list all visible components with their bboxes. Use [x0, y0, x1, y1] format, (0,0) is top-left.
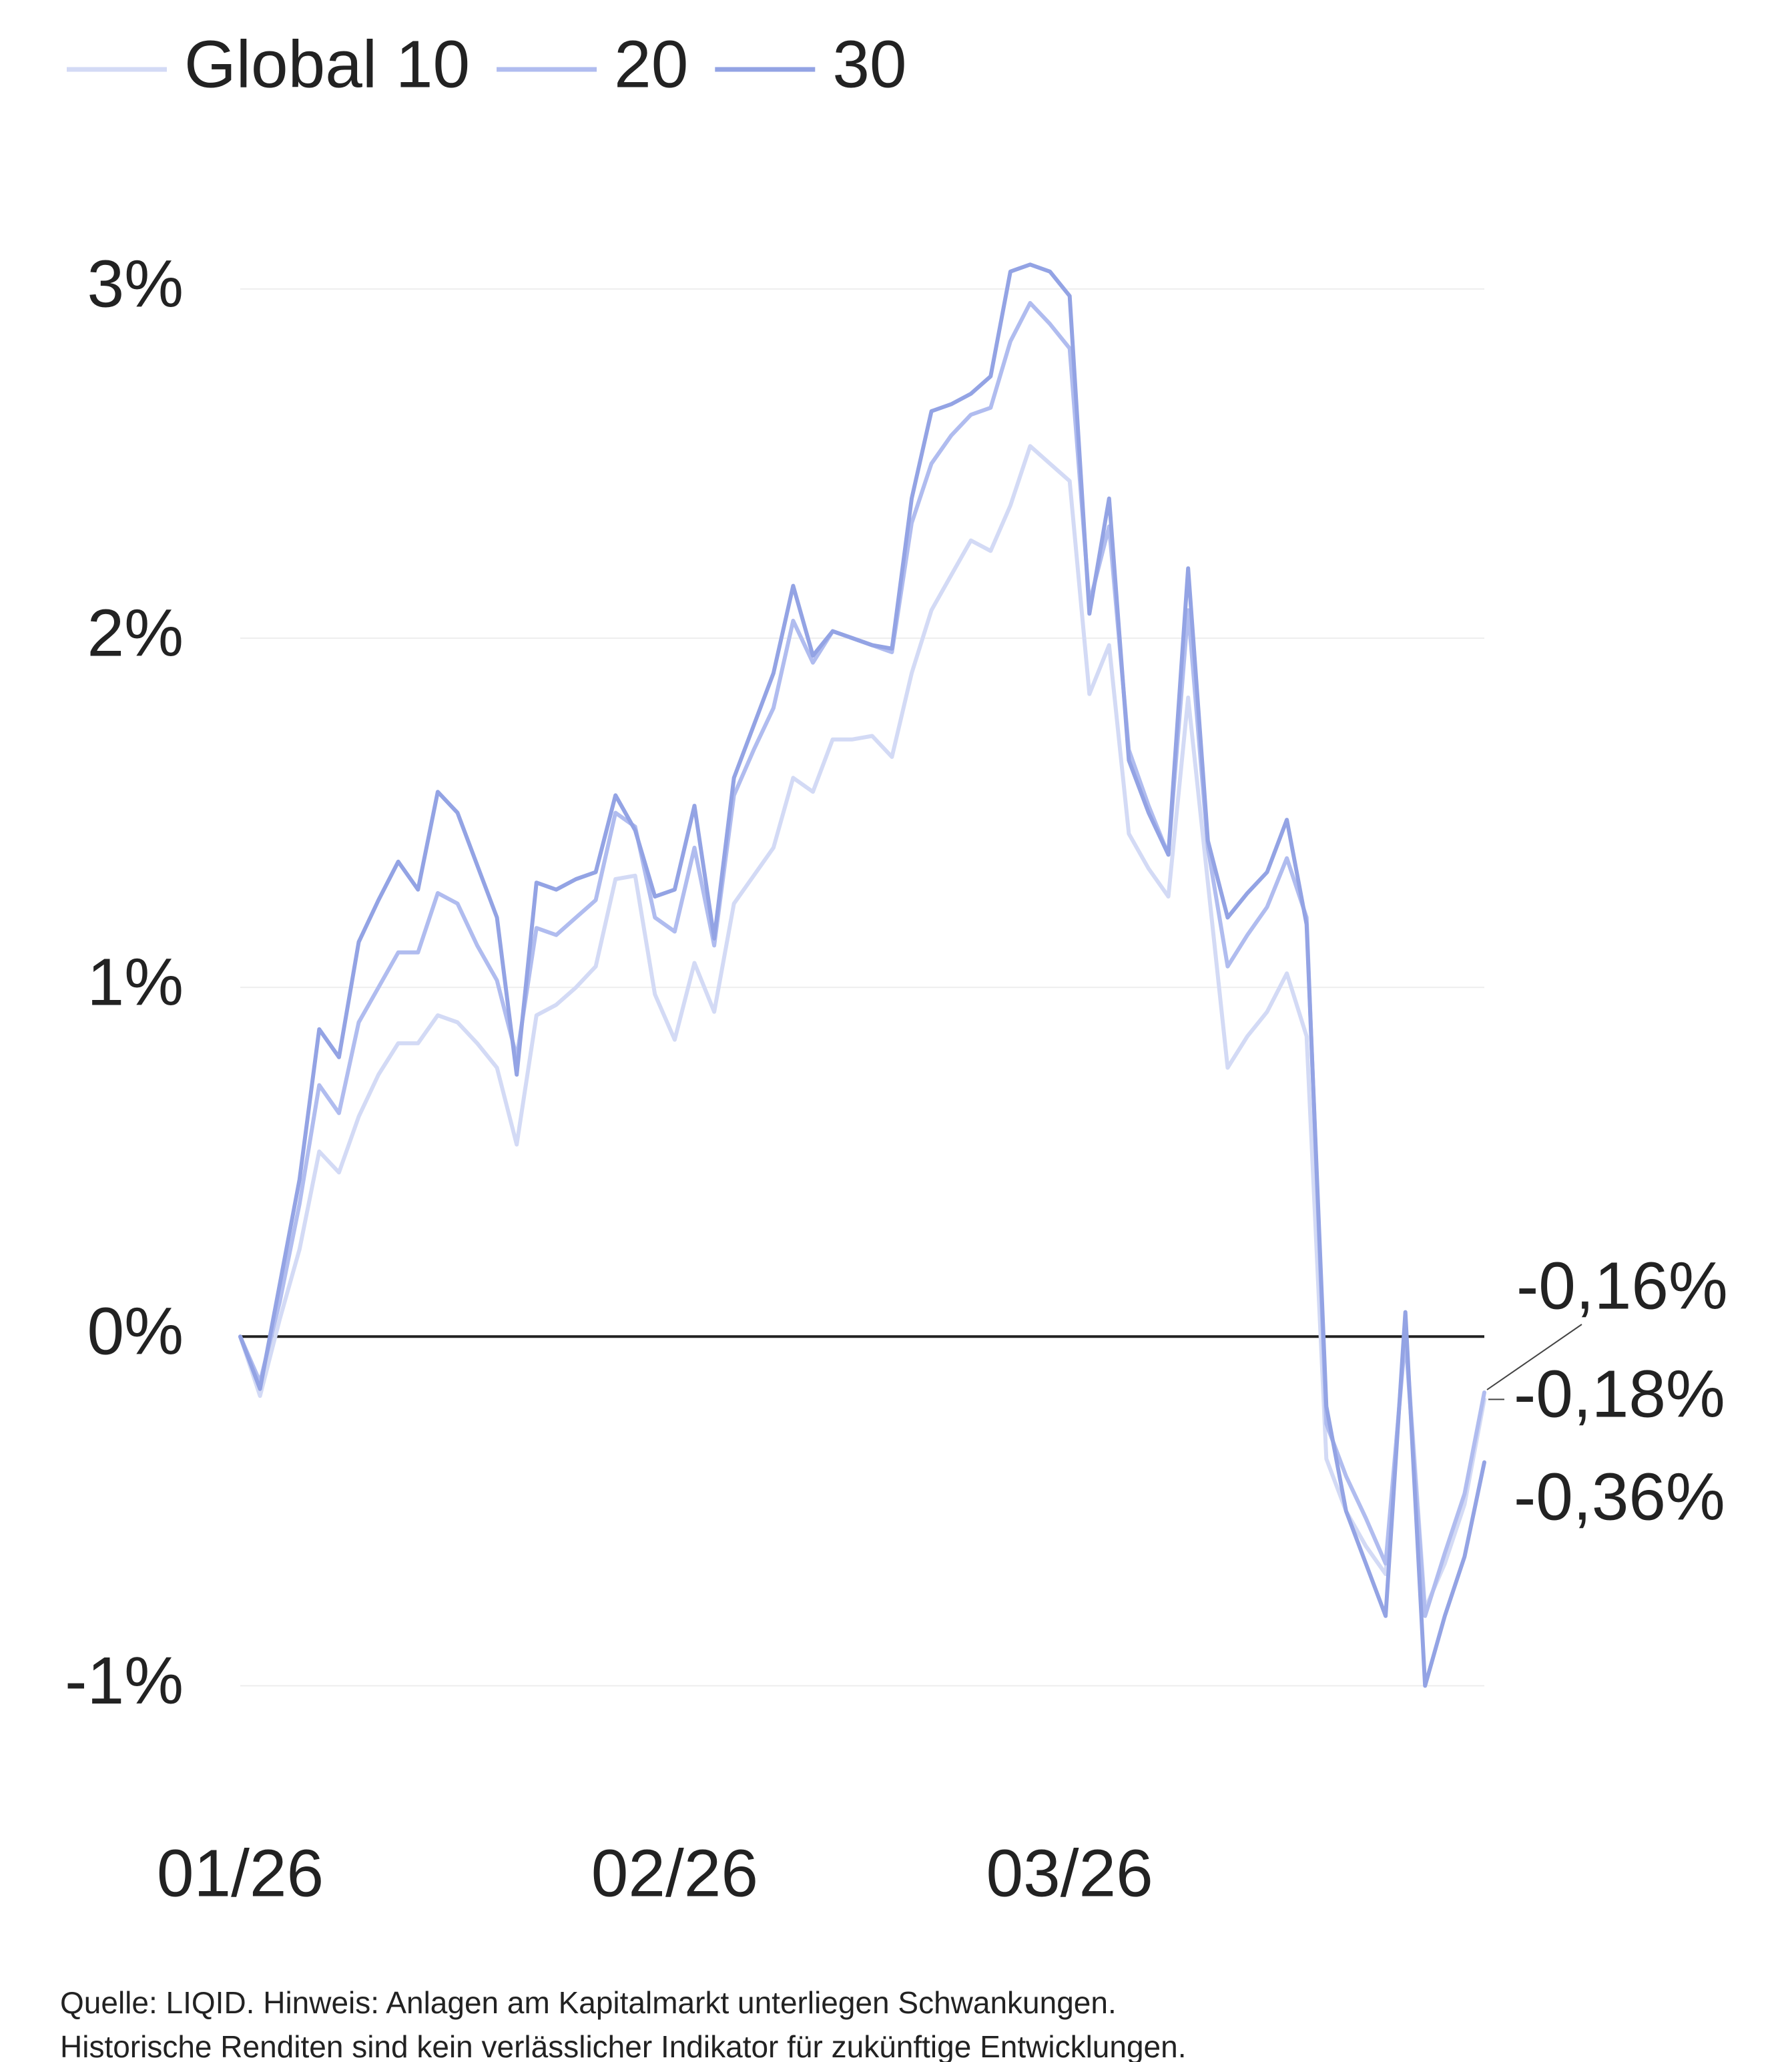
- series-line: [238, 262, 1486, 1688]
- x-tick-label: 02/26: [591, 1836, 758, 1910]
- data-label: -0,36%: [1514, 1459, 1725, 1534]
- x-tick-label: 01/26: [157, 1836, 324, 1910]
- leader-line: [1486, 1324, 1582, 1390]
- y-tick-label: 2%: [87, 595, 184, 670]
- legend-label: Global 10: [184, 27, 470, 101]
- data-label: -0,16%: [1516, 1248, 1728, 1323]
- legend-label: 20: [614, 27, 688, 101]
- y-tick-label: 3%: [87, 246, 184, 321]
- footnote: Historische Renditen sind kein verlässli…: [60, 2029, 1187, 2062]
- series-line: [238, 300, 1486, 1618]
- data-label: -0,18%: [1514, 1356, 1725, 1431]
- legend-label: 30: [832, 27, 906, 101]
- y-tick-label: 0%: [87, 1294, 184, 1369]
- x-tick-label: 03/26: [986, 1836, 1153, 1910]
- y-tick-label: 1%: [87, 945, 184, 1020]
- y-tick-label: -1%: [65, 1643, 184, 1718]
- series-line: [238, 444, 1486, 1611]
- footnote: Quelle: LIQID. Hinweis: Anlagen am Kapit…: [60, 1985, 1117, 2020]
